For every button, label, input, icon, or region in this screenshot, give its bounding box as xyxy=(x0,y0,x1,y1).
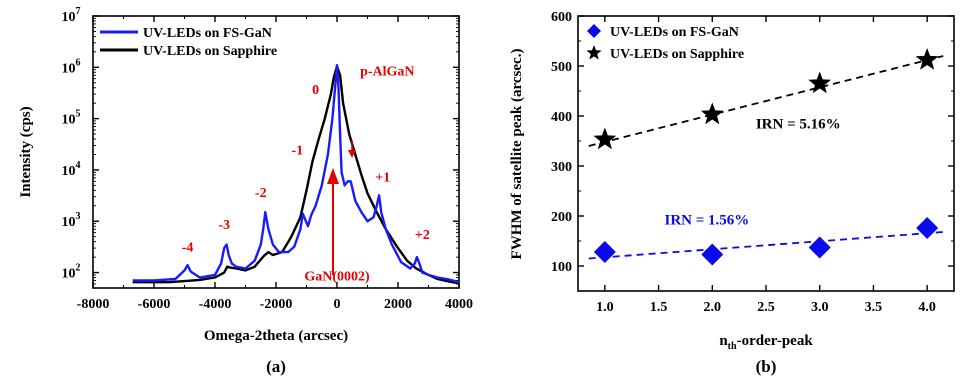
x-label-sub: th xyxy=(728,341,737,352)
x-tick-label-a: -8000 xyxy=(77,297,110,312)
y-tick-label-b: 300 xyxy=(551,160,572,175)
x-tick-label-b: 4.0 xyxy=(918,300,936,315)
y-tick-mantissa: 10 xyxy=(62,113,76,128)
y-tick-label-b: 400 xyxy=(551,110,572,125)
peak-annotation: -4 xyxy=(182,240,194,255)
panel-label-b: (b) xyxy=(756,357,777,376)
peak-annotation: +2 xyxy=(415,228,430,243)
y-tick-exponent: 6 xyxy=(76,57,81,68)
x-label-n: n xyxy=(719,333,728,349)
y-tick-exponent: 3 xyxy=(76,211,81,222)
data-point-fsgan xyxy=(808,236,831,259)
x-tick-label-a: -4000 xyxy=(199,297,232,312)
x-tick-label-a: -6000 xyxy=(138,297,171,312)
peak-annotation: p-AlGaN xyxy=(360,64,414,79)
x-tick-label-a: 2000 xyxy=(384,297,412,312)
legend-b: UV-LEDs on FS-GaN UV-LEDs on Sapphire xyxy=(586,24,744,62)
x-tick-label-b: 3.0 xyxy=(811,300,829,315)
data-point-sapphire xyxy=(700,102,724,125)
series-lines-a xyxy=(132,63,460,285)
data-point-sapphire xyxy=(915,48,939,70)
x-axis-label-a: Omega-2theta (arcsec) xyxy=(204,328,348,344)
y-tick-exponent: 4 xyxy=(76,160,81,171)
y-tick-label-a: 106 xyxy=(62,57,81,76)
legend-label-sapphire-b: UV-LEDs on Sapphire xyxy=(610,47,744,62)
y-axis-label-b: FWHM of satellite peak (arcsec.) xyxy=(509,49,525,260)
peak-annotation: GaN(0002) xyxy=(304,270,370,285)
y-tick-mantissa: 10 xyxy=(62,267,76,282)
legend-marker-fsgan xyxy=(587,24,601,38)
y-tick-mantissa: 10 xyxy=(62,164,76,179)
peak-annotation: 0 xyxy=(312,83,319,98)
series-line-sapphire xyxy=(132,64,460,285)
y-tick-mantissa: 10 xyxy=(62,215,76,230)
legend-a: UV-LEDs on FS-GaN UV-LEDs on Sapphire xyxy=(100,26,277,59)
x-tick-label-b: 1.0 xyxy=(596,300,614,315)
y-tick-label-b: 600 xyxy=(551,10,572,25)
x-tick-label-a: 4000 xyxy=(445,297,473,312)
fit-line-sapphire xyxy=(588,55,944,147)
data-point-sapphire xyxy=(593,127,617,150)
irn-annotation: IRN = 1.56% xyxy=(665,213,750,229)
series-line-fsgan xyxy=(132,63,460,284)
y-tick-label-b: 100 xyxy=(551,260,572,275)
legend-label-fsgan-b: UV-LEDs on FS-GaN xyxy=(610,25,739,40)
irn-annotation: IRN = 5.16% xyxy=(756,117,841,133)
y-tick-label-a: 107 xyxy=(62,6,81,25)
fit-lines-b xyxy=(588,55,944,260)
y-tick-exponent: 5 xyxy=(76,109,81,120)
y-tick-label-b: 500 xyxy=(551,60,572,75)
legend-star-shape xyxy=(586,45,602,60)
legend-marker-sapphire xyxy=(586,45,602,60)
x-tick-label-b: 3.5 xyxy=(865,300,883,315)
x-axis-label-b: nth-order-peak xyxy=(719,333,813,352)
x-tick-label-a: 0 xyxy=(334,297,341,312)
x-tick-label-b: 1.5 xyxy=(650,300,668,315)
annotations-a: -4 -3 -2 -1 0 +1 +2 p-AlGaN GaN(0002) xyxy=(182,64,430,284)
data-point-fsgan xyxy=(916,217,939,239)
axis-ticks-b: 1.0 1.5 2.0 2.5 3.0 3.5 4.0 100 200 300 400 500 600 xyxy=(551,10,954,315)
x-tick-label-a: -2000 xyxy=(260,297,293,312)
peak-annotation: -3 xyxy=(218,218,230,233)
y-tick-label-a: 104 xyxy=(62,160,81,179)
x-tick-label-b: 2.0 xyxy=(704,300,722,315)
y-axis-label-a: Intensity (cps) xyxy=(18,106,34,197)
y-tick-mantissa: 10 xyxy=(62,10,76,25)
data-point-fsgan xyxy=(701,243,724,266)
palgan-arrow-head xyxy=(348,150,356,158)
annotations-b: IRN = 5.16% IRN = 1.56% xyxy=(665,117,841,229)
y-tick-exponent: 2 xyxy=(76,263,81,274)
y-tick-label-a: 103 xyxy=(62,211,81,230)
y-tick-exponent: 7 xyxy=(76,6,81,17)
data-point-fsgan xyxy=(593,241,616,263)
peak-annotation: -2 xyxy=(255,186,267,201)
peak-annotation: -1 xyxy=(292,143,304,158)
x-label-rest: -order-peak xyxy=(737,333,814,349)
panel-b: 1.0 1.5 2.0 2.5 3.0 3.5 4.0100200300400500600 … xyxy=(509,10,955,376)
panel-a: -8000 -6000 -4000 -2000 0 2000 400010210310410… xyxy=(18,6,473,376)
y-tick-label-b: 200 xyxy=(551,210,572,225)
panel-label-a: (a) xyxy=(266,357,286,376)
fit-line-fsgan xyxy=(588,231,944,260)
peak-annotation: +1 xyxy=(375,170,390,185)
y-tick-mantissa: 10 xyxy=(62,61,76,76)
x-tick-label-b: 2.5 xyxy=(757,300,775,315)
legend-label-sapphire: UV-LEDs on Sapphire xyxy=(143,44,277,59)
data-point-sapphire xyxy=(808,71,832,94)
legend-label-fsgan: UV-LEDs on FS-GaN xyxy=(143,26,272,41)
y-tick-label-a: 102 xyxy=(62,263,81,282)
gan-arrow-head xyxy=(327,168,339,184)
y-tick-label-a: 105 xyxy=(62,109,81,128)
data-markers-b xyxy=(593,48,939,266)
